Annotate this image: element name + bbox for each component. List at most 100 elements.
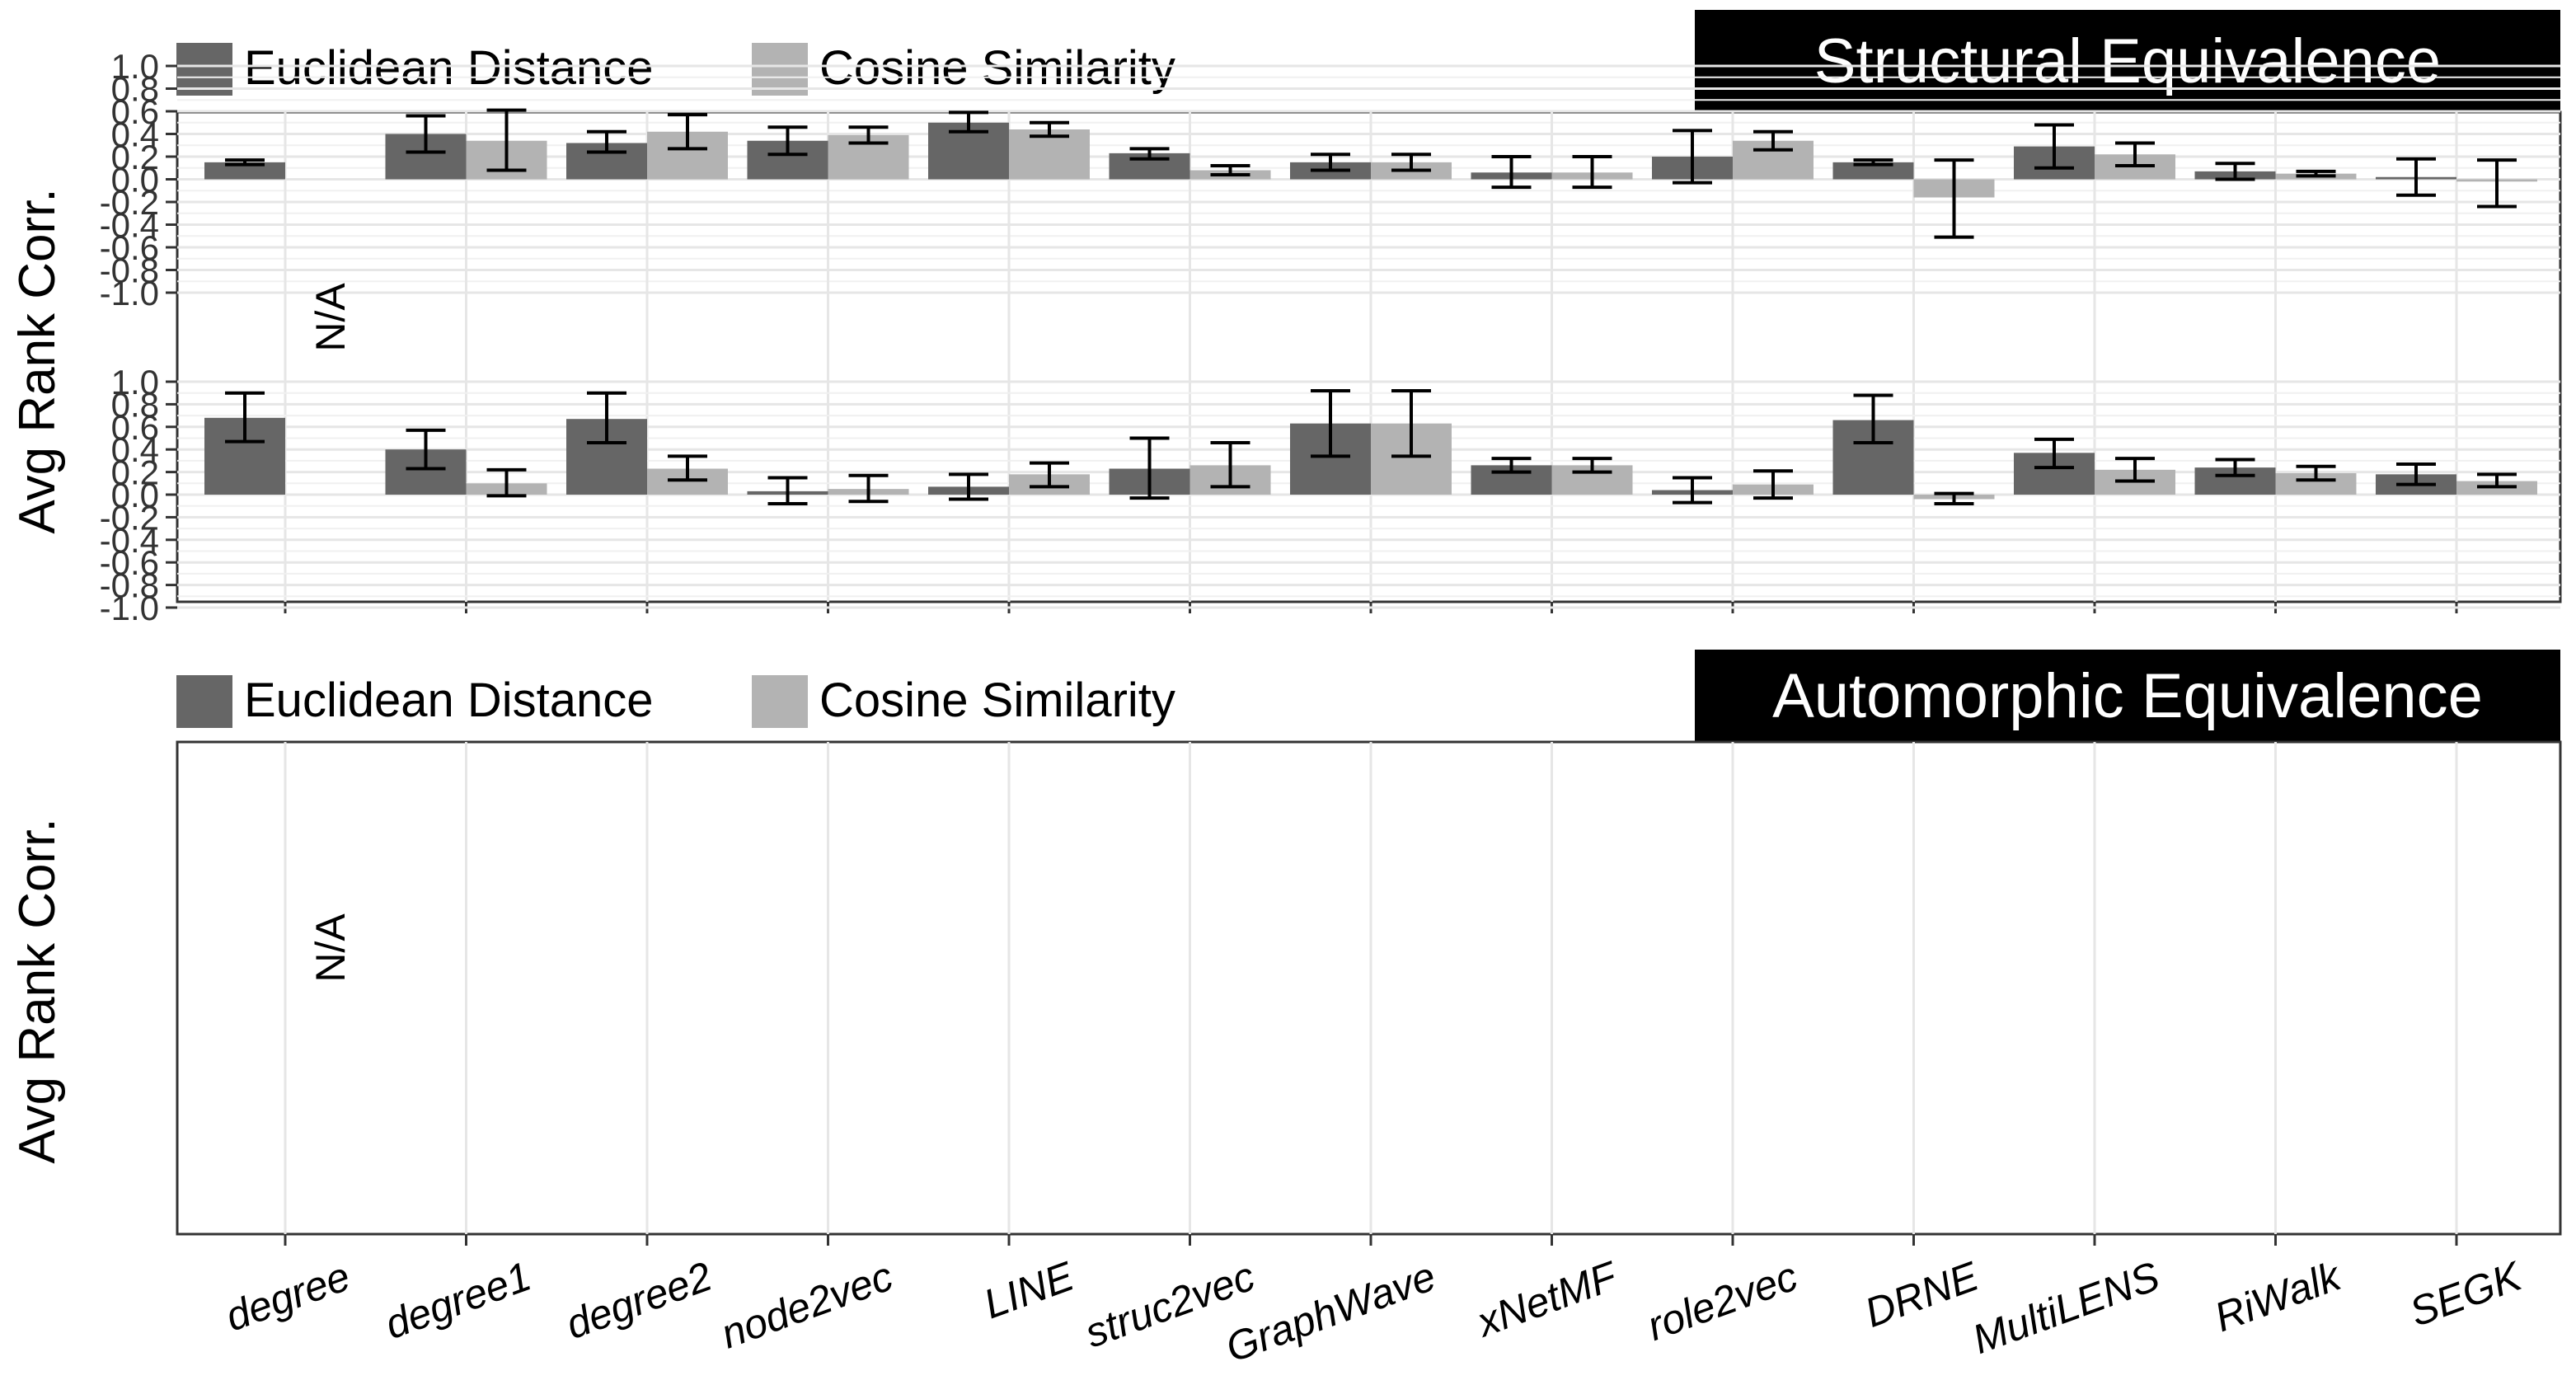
y-tick-label: 0.0 <box>111 476 159 514</box>
bar-euclidean-DRNE <box>1832 162 1914 180</box>
error-bar-euclidean-degree <box>225 158 265 167</box>
x-category-label-degree2: degree2 <box>560 1253 718 1348</box>
legend-swatch-euclidean <box>176 675 232 728</box>
error-bar-euclidean-xNetMF <box>1491 155 1532 190</box>
error-bar-cosine-LINE <box>1030 120 1069 138</box>
error-bar-cosine-SEGK <box>2477 472 2517 489</box>
error-bar-cosine-xNetMF <box>1572 155 1612 190</box>
title-background <box>1695 650 2560 742</box>
legend-swatch-cosine <box>752 675 808 728</box>
error-bar-cosine-degree1 <box>486 108 527 172</box>
x-category-label-degree: degree <box>219 1253 355 1340</box>
error-bar-cosine-degree2 <box>668 113 707 151</box>
error-bar-euclidean-xNetMF <box>1491 457 1532 474</box>
x-category-label-DRNE: DRNE <box>1859 1252 1985 1336</box>
legend-swatch-euclidean <box>176 43 232 96</box>
error-bar-cosine-node2vec <box>848 473 889 504</box>
error-bar-cosine-struc2vec <box>1210 164 1250 176</box>
y-tick-label: -0.8 <box>100 566 159 605</box>
error-bar-euclidean-GraphWave <box>1311 388 1350 458</box>
gridlines <box>177 380 2560 1234</box>
error-bar-cosine-MultiLENS <box>2115 457 2155 483</box>
error-bar-euclidean-degree2 <box>587 391 626 444</box>
legend-label-cosine: Cosine Similarity <box>819 41 1175 95</box>
y-tick-label: 0.8 <box>111 70 159 109</box>
error-bar-euclidean-LINE <box>949 472 988 501</box>
error-bar-cosine-RiWalk <box>2296 464 2336 482</box>
x-category-label-degree1: degree1 <box>379 1253 537 1348</box>
error-bar-euclidean-struc2vec <box>1129 147 1170 161</box>
x-category-label-node2vec: node2vec <box>715 1253 899 1358</box>
error-bar-euclidean-GraphWave <box>1311 153 1350 172</box>
error-bar-cosine-RiWalk <box>2296 169 2336 178</box>
y-tick-label: 0.2 <box>111 453 159 492</box>
error-bar-euclidean-LINE <box>949 110 988 134</box>
y-tick-label: -0.4 <box>100 521 159 560</box>
error-bar-cosine-node2vec <box>848 125 889 145</box>
bar-euclidean-degree <box>204 162 285 180</box>
title-background <box>1695 10 2560 110</box>
error-bar-euclidean-DRNE <box>1853 393 1893 444</box>
error-bar-euclidean-role2vec <box>1673 129 1712 185</box>
error-bar-cosine-GraphWave <box>1391 388 1431 458</box>
error-bar-euclidean-DRNE <box>1853 158 1893 167</box>
error-bar-euclidean-degree2 <box>587 129 626 154</box>
y-tick-label: -0.8 <box>100 251 159 290</box>
legend: Euclidean Distance Cosine Similarity <box>176 41 1175 96</box>
y-tick-label: 0.4 <box>111 430 159 469</box>
x-ticks <box>284 1234 2458 1246</box>
legend-label-euclidean: Euclidean Distance <box>244 674 654 727</box>
x-category-label-MultiLENS: MultiLENS <box>1967 1253 2165 1363</box>
error-bar-euclidean-SEGK <box>2396 157 2436 197</box>
y-tick-label: 0.0 <box>111 161 159 200</box>
y-axis-label: Avg Rank Corr. <box>9 818 66 1163</box>
y-tick-label: -1.0 <box>100 274 159 312</box>
y-tick-label: 0.6 <box>111 92 159 131</box>
na-label: N/A <box>307 283 354 352</box>
error-bar-cosine-degree2 <box>668 454 707 482</box>
legend-label-cosine: Cosine Similarity <box>819 674 1175 727</box>
error-bar-cosine-LINE <box>1030 461 1069 489</box>
error-bar-euclidean-SEGK <box>2396 462 2436 486</box>
x-category-label-SEGK: SEGK <box>2404 1252 2529 1336</box>
error-bar-cosine-GraphWave <box>1391 153 1431 172</box>
bars <box>204 417 2537 500</box>
x-category-label-xNetMF: xNetMF <box>1470 1252 1625 1346</box>
error-bar-cosine-DRNE <box>1934 491 1974 505</box>
error-bar-cosine-xNetMF <box>1572 457 1612 474</box>
y-tick-label: 0.8 <box>111 385 159 424</box>
error-bar-euclidean-degree1 <box>406 114 446 154</box>
error-bar-euclidean-node2vec <box>767 476 808 505</box>
x-category-label-role2vec: role2vec <box>1641 1253 1804 1350</box>
y-tick-label: -1.0 <box>100 589 159 627</box>
y-tick-label: 0.6 <box>111 408 159 447</box>
error-bar-cosine-SEGK <box>2477 158 2517 209</box>
error-bar-euclidean-struc2vec <box>1129 436 1170 500</box>
title-box: Structural Equivalence <box>1695 10 2560 110</box>
legend-swatch-cosine <box>752 43 808 96</box>
error-bar-cosine-struc2vec <box>1210 440 1250 489</box>
error-bar-euclidean-RiWalk <box>2215 162 2255 181</box>
chart-title: Structural Equivalence <box>1814 26 2441 96</box>
y-tick-label: -0.2 <box>100 183 159 222</box>
y-tick-label: 0.2 <box>111 138 159 176</box>
error-bar-euclidean-RiWalk <box>2215 458 2255 477</box>
x-category-label-RiWalk: RiWalk <box>2208 1252 2348 1340</box>
y-tick-label: 0.4 <box>111 115 159 154</box>
x-category-label-GraphWave: GraphWave <box>1220 1253 1442 1372</box>
automorphic-equivalence-panel: Euclidean Distance Cosine Similarity Aut… <box>9 363 2562 1246</box>
structural-equivalence-panel: Euclidean Distance Cosine Similarity Str… <box>9 10 2562 613</box>
legend-label-euclidean: Euclidean Distance <box>244 41 654 95</box>
error-bar-cosine-degree1 <box>486 467 527 498</box>
y-tick-label: 1.0 <box>111 363 159 401</box>
error-bar-euclidean-role2vec <box>1673 476 1712 505</box>
plot-border <box>176 740 2562 1236</box>
error-bar-euclidean-degree1 <box>406 428 446 471</box>
y-ticks: 1.00.80.60.40.20.0-0.2-0.4-0.6-0.8-1.0 <box>100 363 177 627</box>
x-category-label-LINE: LINE <box>978 1252 1080 1327</box>
y-tick-label: -0.6 <box>100 228 159 267</box>
legend: Euclidean Distance Cosine Similarity <box>176 674 1175 728</box>
error-bar-cosine-role2vec <box>1753 469 1793 500</box>
